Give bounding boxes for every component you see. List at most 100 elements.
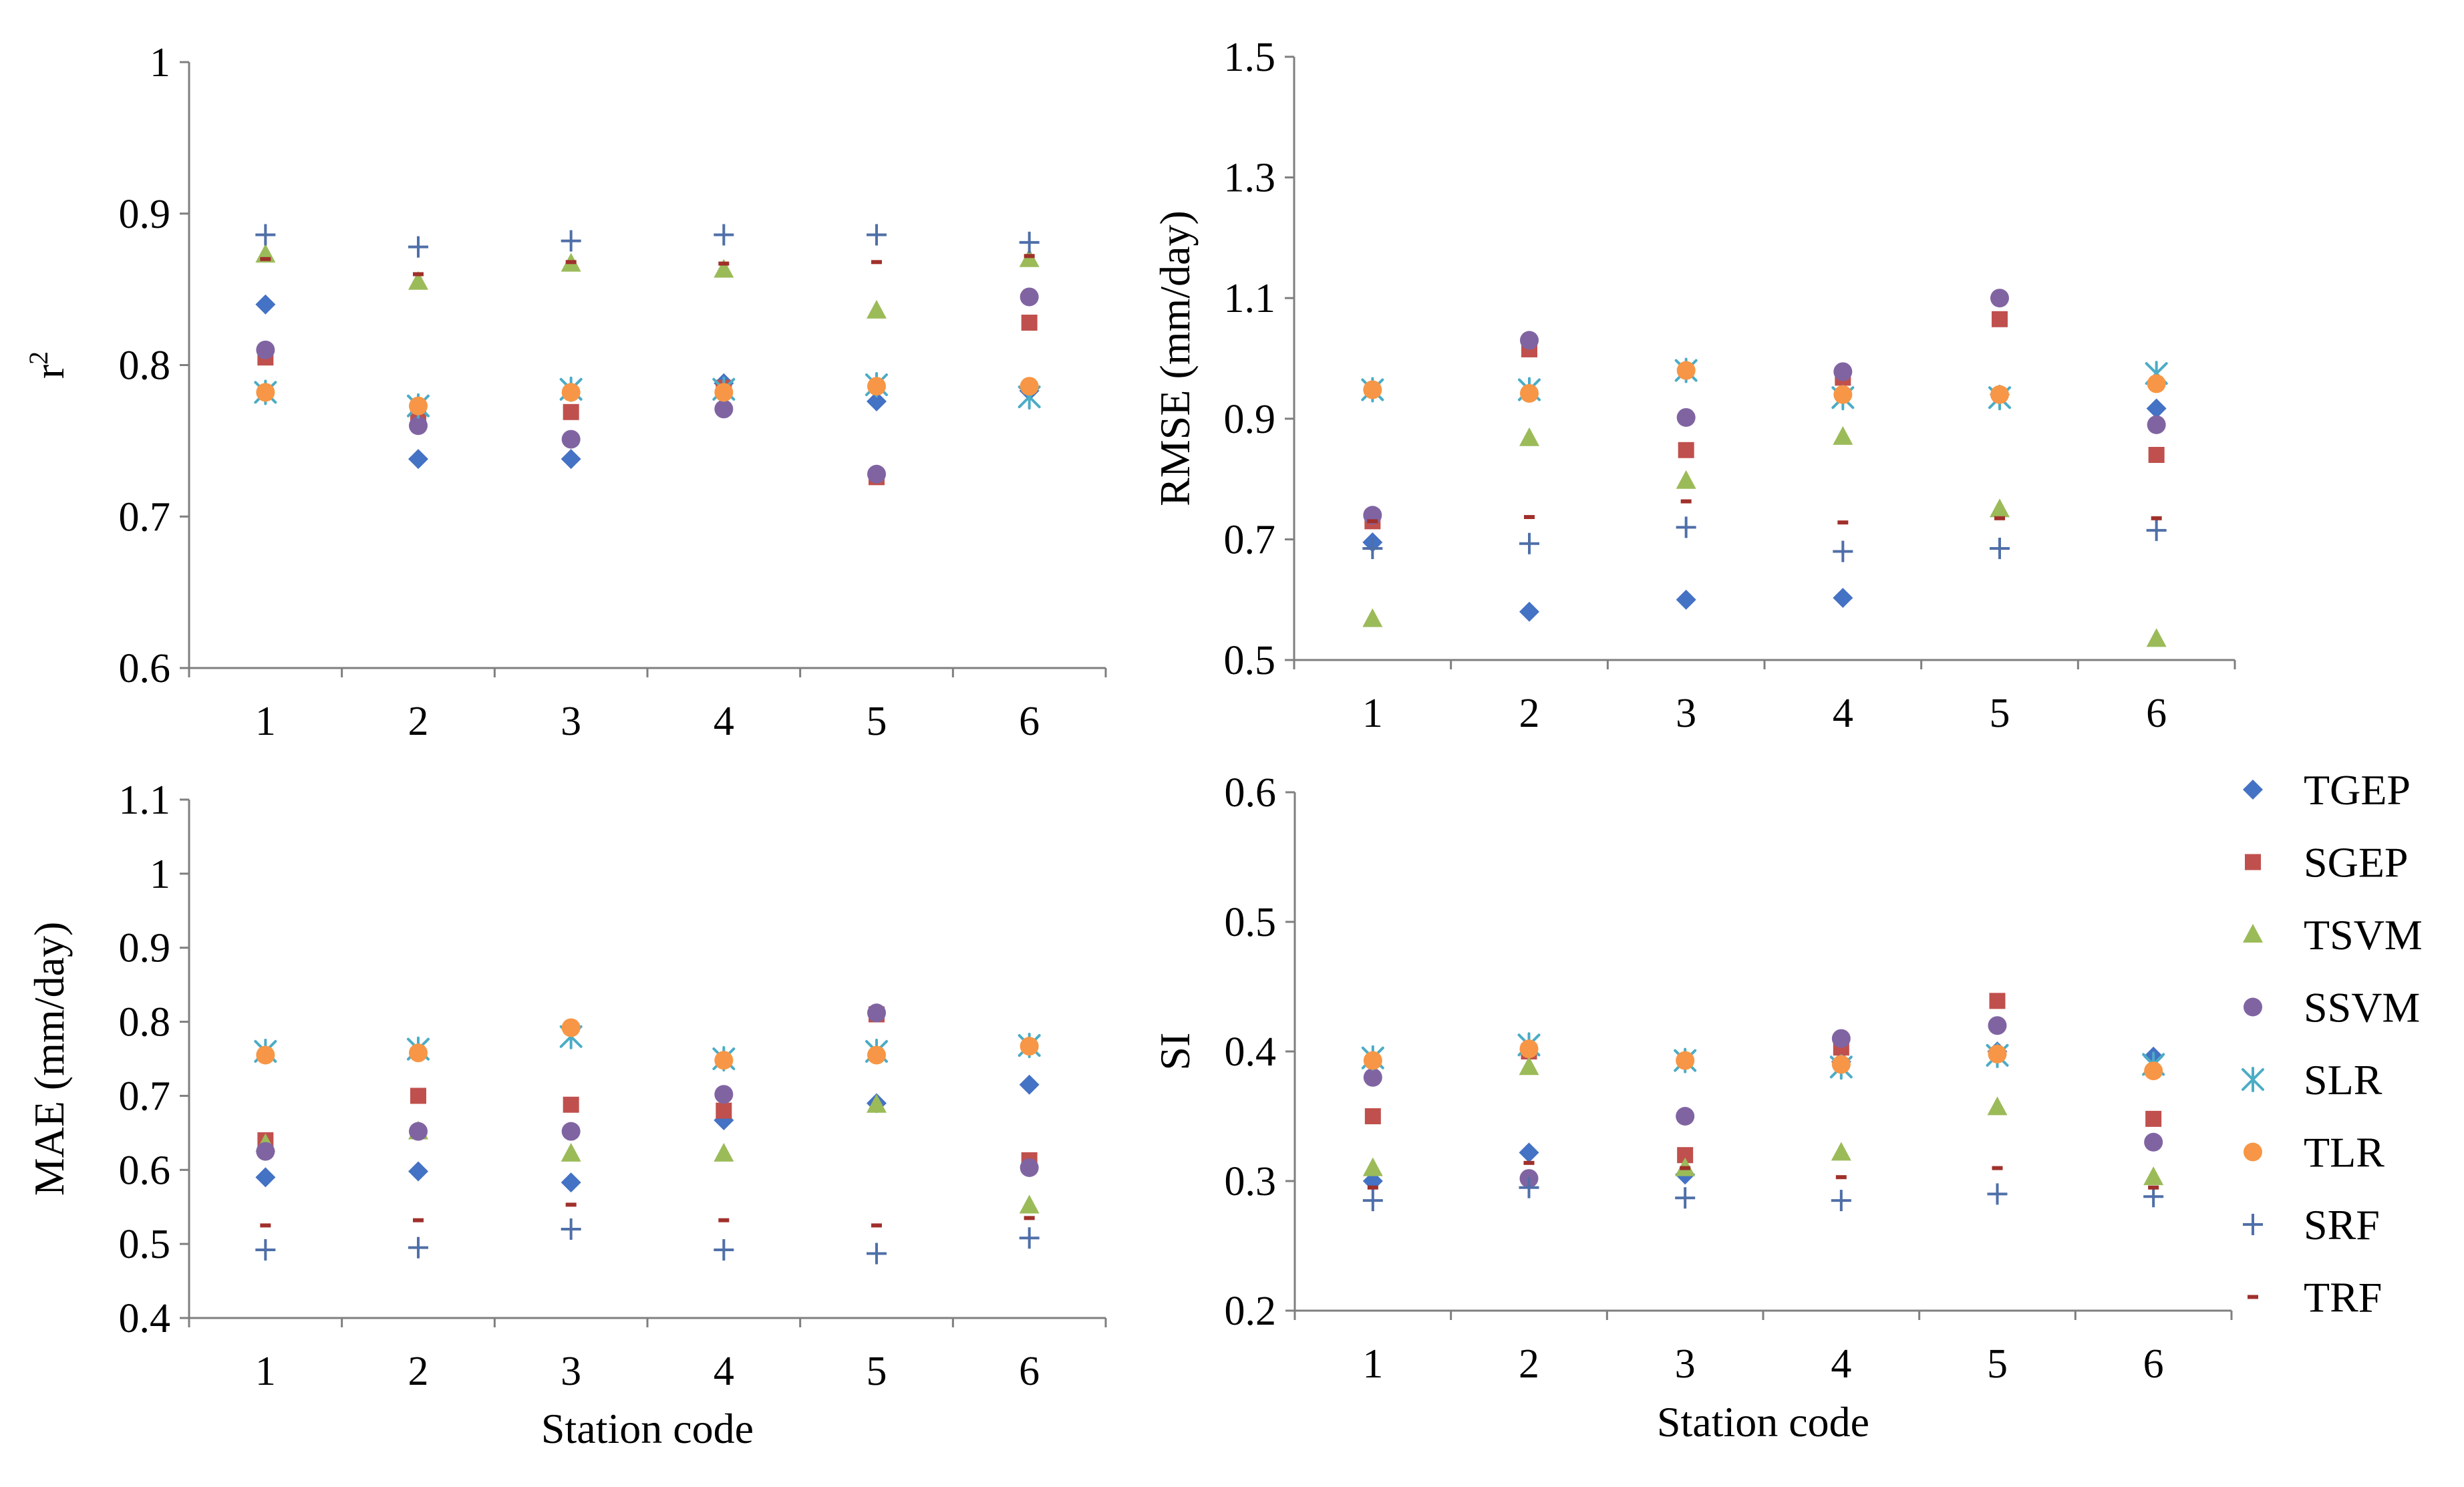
y-tick-label: 0.8	[119, 1000, 171, 1045]
data-point-srf	[1987, 1183, 2008, 1205]
series-tsvm	[1362, 426, 2167, 647]
y-tick-label: 0.5	[1224, 638, 1276, 683]
x-tick-label: 6	[2146, 691, 2167, 736]
data-point-sgep	[563, 1096, 579, 1113]
data-point-srf	[1675, 1187, 1696, 1209]
x-tick-label: 3	[561, 1349, 581, 1394]
legend-marker-tsvm	[2243, 924, 2263, 943]
data-point-trf	[2148, 1185, 2159, 1190]
series-trf	[1367, 499, 2162, 525]
data-point-srf	[1362, 1190, 1383, 1212]
data-point-trf	[1837, 520, 1849, 525]
data-point-tlr	[561, 383, 581, 402]
legend-label-ssvm: SSVM	[2304, 984, 2420, 1031]
legend: TGEP SGEP TSVM SSVM SLR TLR SRF TRF	[2242, 766, 2423, 1321]
data-point-ssvm	[1990, 289, 2009, 308]
y-tick-label: 0.3	[1225, 1159, 1277, 1204]
data-point-tsvm	[2143, 1166, 2164, 1186]
legend-item-tlr: TLR	[2244, 1129, 2384, 1176]
y-tick-label: 0.7	[119, 494, 171, 540]
data-point-sgep	[410, 1088, 426, 1104]
chart-panel-r2: 0.60.70.80.911 2 3 4 5 6r2	[23, 40, 1107, 744]
data-point-tlr	[1363, 380, 1382, 399]
data-point-tlr	[256, 1045, 275, 1065]
data-point-srf	[1019, 1227, 1040, 1249]
data-point-tlr	[1519, 1039, 1539, 1059]
data-point-trf	[1024, 254, 1035, 259]
data-point-srf	[1990, 537, 2010, 559]
data-point-srf	[255, 224, 276, 246]
data-point-srf	[1833, 540, 1853, 562]
data-point-sgep	[1678, 442, 1694, 458]
data-point-tlr	[1020, 1037, 1039, 1056]
data-point-tsvm	[1987, 1096, 2008, 1116]
data-point-srf	[867, 1243, 887, 1265]
data-point-sgep	[1992, 311, 2008, 327]
data-point-srf	[561, 230, 581, 252]
data-point-tsvm	[1831, 1142, 1851, 1161]
x-tick-label: 6	[1019, 699, 1040, 744]
legend-item-tgep: TGEP	[2243, 766, 2411, 814]
legend-label-tsvm: TSVM	[2304, 911, 2423, 959]
data-point-tlr	[714, 1051, 734, 1070]
data-point-tsvm	[2146, 628, 2167, 647]
data-point-tgep	[1833, 587, 1853, 608]
data-point-sgep	[1021, 315, 1038, 331]
data-point-tlr	[867, 1045, 886, 1065]
chart-panels: 0.60.70.80.911 2 3 4 5 6r20.50.70.91.11.31.51…	[23, 35, 2236, 1452]
data-point-srf	[1676, 516, 1696, 538]
x-tick-label: 4	[714, 1349, 734, 1394]
legend-label-trf: TRF	[2304, 1274, 2382, 1321]
data-point-srf	[1362, 537, 1383, 559]
chart-panel-rmse: 0.5 0.7 0.9 1.1 1.3 1.5 1 2 3 4 5 6 RMSE (mm/day)	[1151, 35, 2236, 736]
x-tick-label: 3	[1676, 691, 1696, 736]
legend-item-slr: SLR	[2242, 1056, 2382, 1104]
legend-label-slr: SLR	[2304, 1056, 2382, 1104]
data-point-tsvm	[714, 259, 734, 278]
legend-label-tlr: TLR	[2304, 1129, 2384, 1176]
data-point-ssvm	[1363, 1067, 1382, 1087]
x-tick-label: 1	[255, 1349, 276, 1394]
data-point-tsvm	[1519, 427, 1539, 446]
data-point-trf	[871, 260, 882, 265]
chart-panel-mae: 0.4 0.5 0.6 0.7 0.8 0.9 1 1.1 1 2 3 4 5 6 MAE (mm/day)…	[25, 778, 1107, 1452]
series-srf	[1362, 1176, 2164, 1212]
legend-item-ssvm: SSVM	[2244, 984, 2420, 1031]
x-tick-label: 6	[2143, 1341, 2164, 1387]
data-point-tsvm	[1019, 1194, 1040, 1214]
data-point-tsvm	[408, 271, 428, 290]
data-point-ssvm	[2144, 1132, 2163, 1152]
y-tick-label: 0.6	[1225, 770, 1277, 816]
data-point-trf	[2151, 516, 2162, 520]
data-point-tsvm	[1990, 498, 2010, 518]
data-point-srf	[408, 1236, 428, 1259]
series-ssvm	[256, 1003, 1039, 1177]
data-point-tlr	[409, 1043, 428, 1063]
y-tick-label: 0.6	[119, 1148, 171, 1193]
legend-marker-srf	[2243, 1214, 2263, 1235]
data-point-tlr	[714, 383, 734, 402]
data-point-tlr	[409, 396, 428, 416]
series-tlr	[1363, 361, 2166, 404]
data-point-tgep	[1519, 601, 1539, 622]
data-point-tsvm	[1676, 470, 1696, 489]
data-point-tsvm	[1362, 1157, 1383, 1176]
data-point-ssvm	[714, 1085, 734, 1104]
x-tick-label: 4	[714, 699, 734, 744]
data-point-tsvm	[1362, 608, 1383, 627]
data-point-trf	[413, 272, 424, 277]
y-tick-label: 0.4	[119, 1296, 171, 1341]
data-point-tsvm	[1833, 426, 1853, 445]
legend-item-srf: SRF	[2243, 1201, 2380, 1249]
y-tick-label: 0.9	[119, 192, 171, 237]
data-point-tlr	[1676, 1051, 1695, 1070]
legend-item-sgep: SGEP	[2245, 839, 2409, 886]
y-tick-label: 0.4	[1225, 1029, 1277, 1075]
legend-marker-sgep	[2245, 854, 2261, 870]
legend-marker-ssvm	[2244, 997, 2262, 1017]
data-point-tlr	[1676, 361, 1696, 380]
legend-marker-tgep	[2243, 780, 2263, 800]
data-point-tgep	[867, 391, 887, 411]
data-point-tgep	[255, 294, 276, 315]
